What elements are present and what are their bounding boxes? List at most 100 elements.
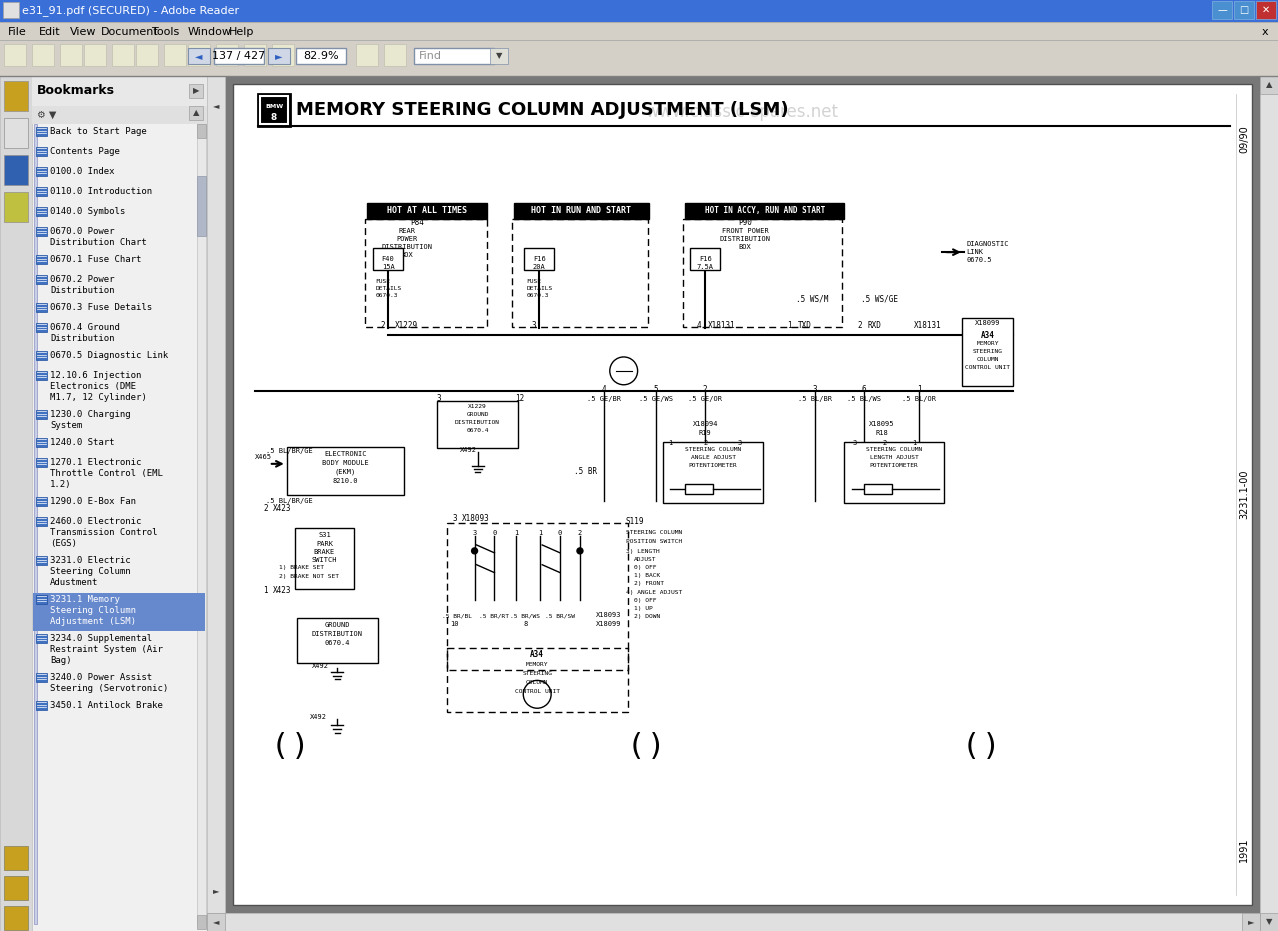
Text: 0670.5: 0670.5 xyxy=(966,257,992,263)
Bar xyxy=(4,906,28,930)
Text: FUSE: FUSE xyxy=(527,279,542,284)
Text: DETAILS: DETAILS xyxy=(376,286,401,291)
Text: POTENTIOMETER: POTENTIOMETER xyxy=(689,463,737,468)
Text: ►: ► xyxy=(1247,917,1254,926)
Text: 0: 0 xyxy=(558,530,562,536)
Text: 8210.0: 8210.0 xyxy=(332,478,358,484)
Text: 4: 4 xyxy=(602,385,606,394)
Bar xyxy=(36,147,47,156)
Text: 3: 3 xyxy=(437,394,441,403)
Bar xyxy=(197,124,206,138)
Bar xyxy=(36,458,47,467)
Text: X18099: X18099 xyxy=(596,621,621,627)
Text: STEERING: STEERING xyxy=(523,671,552,676)
Bar xyxy=(684,219,842,328)
Text: 0: 0 xyxy=(492,530,497,536)
Text: 0670.5 Diagnostic Link: 0670.5 Diagnostic Link xyxy=(50,351,169,360)
Bar xyxy=(962,318,1013,385)
Bar xyxy=(258,94,290,126)
Text: LINK: LINK xyxy=(966,250,984,255)
Text: X1229: X1229 xyxy=(395,321,418,330)
Bar xyxy=(189,84,203,98)
Text: ►: ► xyxy=(212,886,220,896)
Text: Find: Find xyxy=(419,51,442,61)
Bar xyxy=(268,48,290,64)
Text: ▲: ▲ xyxy=(1265,80,1273,89)
Bar xyxy=(0,40,1278,76)
Text: Window: Window xyxy=(188,27,233,37)
Text: 2: 2 xyxy=(858,321,861,330)
Text: 6: 6 xyxy=(861,385,866,394)
Text: .5 BL/OR: .5 BL/OR xyxy=(902,396,935,401)
Bar xyxy=(259,96,288,124)
Bar xyxy=(32,106,207,124)
Text: 1) UP: 1) UP xyxy=(634,606,652,612)
Bar xyxy=(213,48,265,64)
Text: P90: P90 xyxy=(739,218,751,227)
Bar xyxy=(296,48,346,64)
Bar xyxy=(1242,913,1260,931)
Text: 2: 2 xyxy=(263,504,268,513)
Text: ELECTRONIC: ELECTRONIC xyxy=(325,451,367,457)
Text: P84: P84 xyxy=(410,218,424,227)
Bar xyxy=(1260,913,1278,931)
Text: 3231.1 Memory
Steering Clolumn
Adjustment (LSM): 3231.1 Memory Steering Clolumn Adjustmen… xyxy=(50,595,135,627)
Text: .5 WS/GE: .5 WS/GE xyxy=(860,294,897,304)
Text: X492: X492 xyxy=(311,714,327,720)
Bar xyxy=(233,84,1252,905)
Text: ◄: ◄ xyxy=(212,917,220,926)
Text: 2) BRAKE NOT SET: 2) BRAKE NOT SET xyxy=(279,574,339,579)
Text: X18093: X18093 xyxy=(596,613,621,618)
Bar xyxy=(4,192,28,222)
Bar xyxy=(60,44,82,66)
Bar xyxy=(36,701,47,710)
Bar xyxy=(367,203,487,219)
Text: .5 WS/M: .5 WS/M xyxy=(796,294,828,304)
Text: ◄: ◄ xyxy=(212,101,220,111)
Text: 0110.0 Introduction: 0110.0 Introduction xyxy=(50,187,152,196)
Bar xyxy=(207,76,1278,931)
Text: 3231.1-00: 3231.1-00 xyxy=(1238,469,1249,519)
Text: ⚙ ▼: ⚙ ▼ xyxy=(37,110,56,120)
Text: 3234.0 Supplemental
Restraint System (Air
Bag): 3234.0 Supplemental Restraint System (Ai… xyxy=(50,634,162,666)
Text: HOT AT ALL TIMES: HOT AT ALL TIMES xyxy=(387,206,466,215)
Text: ): ) xyxy=(290,733,309,762)
Bar xyxy=(1256,1,1275,19)
Bar xyxy=(197,915,206,929)
Text: 1: 1 xyxy=(787,321,792,330)
Bar xyxy=(189,106,203,120)
Text: □: □ xyxy=(1240,5,1249,15)
Bar xyxy=(447,648,627,712)
Bar xyxy=(4,81,28,111)
Text: 137 / 427: 137 / 427 xyxy=(212,51,266,61)
Text: 2: 2 xyxy=(703,440,707,446)
Bar xyxy=(188,44,210,66)
Text: .5 BR/RT: .5 BR/RT xyxy=(479,614,510,619)
Text: CONTROL UNIT: CONTROL UNIT xyxy=(515,689,560,694)
Text: 4) ANGLE ADJUST: 4) ANGLE ADJUST xyxy=(626,590,682,596)
Text: 1: 1 xyxy=(916,385,921,394)
Text: ✕: ✕ xyxy=(1261,5,1270,15)
Text: 2: 2 xyxy=(578,530,581,536)
Text: 1: 1 xyxy=(668,440,672,446)
Bar xyxy=(864,483,892,493)
Bar xyxy=(36,167,47,176)
Text: .5 BL/BR: .5 BL/BR xyxy=(797,396,832,401)
Text: 2: 2 xyxy=(381,321,386,330)
Text: TXD: TXD xyxy=(797,321,812,330)
Text: FRONT POWER: FRONT POWER xyxy=(722,228,768,235)
Text: 3) LENGTH: 3) LENGTH xyxy=(626,549,659,554)
Bar xyxy=(207,913,1260,931)
Bar xyxy=(36,207,47,216)
Text: 09/90: 09/90 xyxy=(1238,125,1249,153)
Bar xyxy=(1235,1,1254,19)
Text: e31_91.pdf (SECURED) - Adobe Reader: e31_91.pdf (SECURED) - Adobe Reader xyxy=(22,6,239,17)
Text: 1270.1 Electronic
Throttle Control (EML
1.2): 1270.1 Electronic Throttle Control (EML … xyxy=(50,458,162,489)
Bar xyxy=(512,219,648,328)
Text: RXD: RXD xyxy=(868,321,881,330)
Text: 0670.2 Power
Distribution: 0670.2 Power Distribution xyxy=(50,275,115,295)
Text: 2) FRONT: 2) FRONT xyxy=(634,581,663,586)
Text: LENGTH ADJUST: LENGTH ADJUST xyxy=(870,455,919,460)
Bar xyxy=(36,556,47,565)
Text: A34: A34 xyxy=(980,331,994,341)
